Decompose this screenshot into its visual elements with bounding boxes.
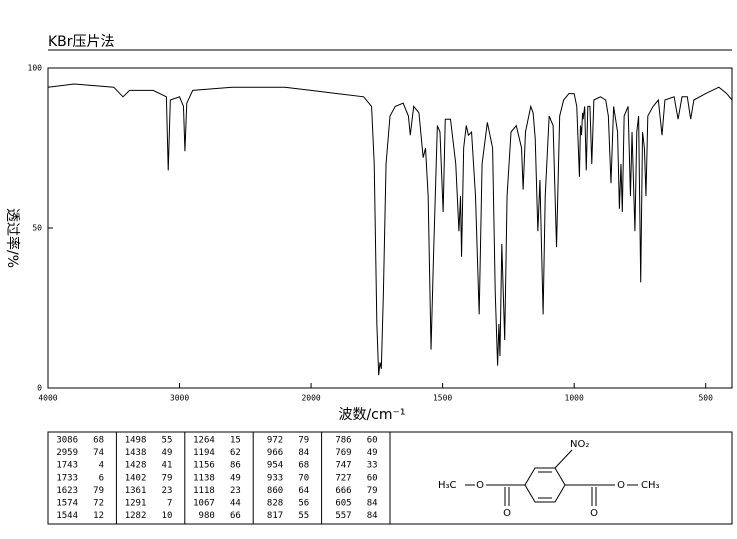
peak-wavenumber: 1138: [193, 473, 215, 483]
atom-label: CH₃: [641, 480, 660, 491]
structure: [465, 449, 638, 506]
peak-transmittance: 84: [367, 511, 378, 521]
peak-wavenumber: 1264: [193, 436, 215, 446]
y-axis-label: 透过率/%: [4, 208, 21, 268]
peak-wavenumber: 747: [335, 461, 351, 471]
atom-label: NO₂: [570, 439, 589, 450]
peak-wavenumber: 1361: [125, 486, 147, 496]
peak-wavenumber: 1498: [125, 436, 147, 446]
peak-transmittance: 70: [298, 473, 309, 483]
y-tick-label: 50: [32, 224, 42, 233]
peak-wavenumber: 1156: [193, 461, 215, 471]
x-tick-label: 1000: [565, 394, 584, 403]
peak-transmittance: 41: [162, 461, 173, 471]
peak-wavenumber: 2959: [56, 448, 78, 458]
y-tick-label: 0: [37, 384, 42, 393]
peak-transmittance: 4: [99, 461, 104, 471]
peak-transmittance: 12: [93, 511, 104, 521]
peak-wavenumber: 769: [335, 448, 351, 458]
peak-wavenumber: 3086: [56, 436, 78, 446]
peak-wavenumber: 966: [267, 448, 283, 458]
atom-label: O: [617, 480, 625, 491]
peak-wavenumber: 1067: [193, 499, 215, 509]
peak-wavenumber: 1438: [125, 448, 147, 458]
peak-transmittance: 55: [298, 511, 309, 521]
peak-transmittance: 7: [167, 499, 172, 509]
peak-transmittance: 23: [230, 486, 241, 496]
peak-transmittance: 60: [367, 436, 378, 446]
peak-wavenumber: 1402: [125, 473, 147, 483]
atom-label: H₃C: [438, 480, 457, 491]
peak-transmittance: 10: [162, 511, 173, 521]
peak-transmittance: 68: [93, 436, 104, 446]
peak-transmittance: 56: [298, 499, 309, 509]
peak-transmittance: 86: [230, 461, 241, 471]
peak-transmittance: 64: [298, 486, 309, 496]
peak-transmittance: 72: [93, 499, 104, 509]
peak-wavenumber: 557: [335, 511, 351, 521]
peak-wavenumber: 817: [267, 511, 283, 521]
peak-wavenumber: 1428: [125, 461, 147, 471]
peak-transmittance: 66: [230, 511, 241, 521]
x-axis-label: 波数/cm⁻¹: [338, 407, 405, 423]
peak-wavenumber: 1118: [193, 486, 215, 496]
peak-wavenumber: 1623: [56, 486, 78, 496]
peak-transmittance: 15: [230, 436, 241, 446]
peak-wavenumber: 727: [335, 473, 351, 483]
peak-transmittance: 23: [162, 486, 173, 496]
atom-label: O: [503, 508, 511, 519]
spectrum-line: [47, 83, 733, 376]
peak-wavenumber: 860: [267, 486, 283, 496]
peak-wavenumber: 786: [335, 436, 351, 446]
x-tick-label: 2000: [301, 394, 320, 403]
x-tick-label: 3000: [170, 394, 189, 403]
bond: [554, 449, 573, 469]
x-tick-label: 4000: [38, 394, 57, 403]
peak-wavenumber: 933: [267, 473, 283, 483]
peak-transmittance: 6: [99, 473, 104, 483]
peak-transmittance: 49: [230, 473, 241, 483]
chart-title: KBr压片法: [48, 34, 115, 50]
peak-transmittance: 44: [230, 499, 241, 509]
peak-wavenumber: 1544: [56, 511, 78, 521]
peak-transmittance: 68: [298, 461, 309, 471]
peak-wavenumber: 980: [199, 511, 215, 521]
peak-transmittance: 84: [367, 499, 378, 509]
atom-label: O: [476, 480, 484, 491]
x-tick-label: 500: [698, 394, 713, 403]
x-tick-label: 1500: [433, 394, 452, 403]
peak-transmittance: 84: [298, 448, 309, 458]
peak-transmittance: 79: [162, 473, 173, 483]
peak-transmittance: 49: [162, 448, 173, 458]
peak-wavenumber: 605: [335, 499, 351, 509]
peak-wavenumber: 1194: [193, 448, 215, 458]
y-tick-label: 100: [28, 64, 43, 73]
peak-transmittance: 62: [230, 448, 241, 458]
peak-transmittance: 60: [367, 473, 378, 483]
peak-wavenumber: 828: [267, 499, 283, 509]
peak-transmittance: 79: [93, 486, 104, 496]
peak-wavenumber: 954: [267, 461, 283, 471]
peak-transmittance: 33: [367, 461, 378, 471]
peak-transmittance: 79: [298, 436, 309, 446]
atom-label: O: [590, 508, 598, 519]
peak-transmittance: 74: [93, 448, 104, 458]
peak-transmittance: 55: [162, 436, 173, 446]
ring: [524, 467, 566, 503]
peak-transmittance: 79: [367, 486, 378, 496]
peak-wavenumber: 1574: [56, 499, 78, 509]
peak-transmittance: 49: [367, 448, 378, 458]
peak-wavenumber: 1743: [56, 461, 78, 471]
peak-wavenumber: 972: [267, 436, 283, 446]
peak-wavenumber: 1733: [56, 473, 78, 483]
peak-wavenumber: 1282: [125, 511, 147, 521]
peak-wavenumber: 1291: [125, 499, 147, 509]
peak-wavenumber: 666: [335, 486, 351, 496]
